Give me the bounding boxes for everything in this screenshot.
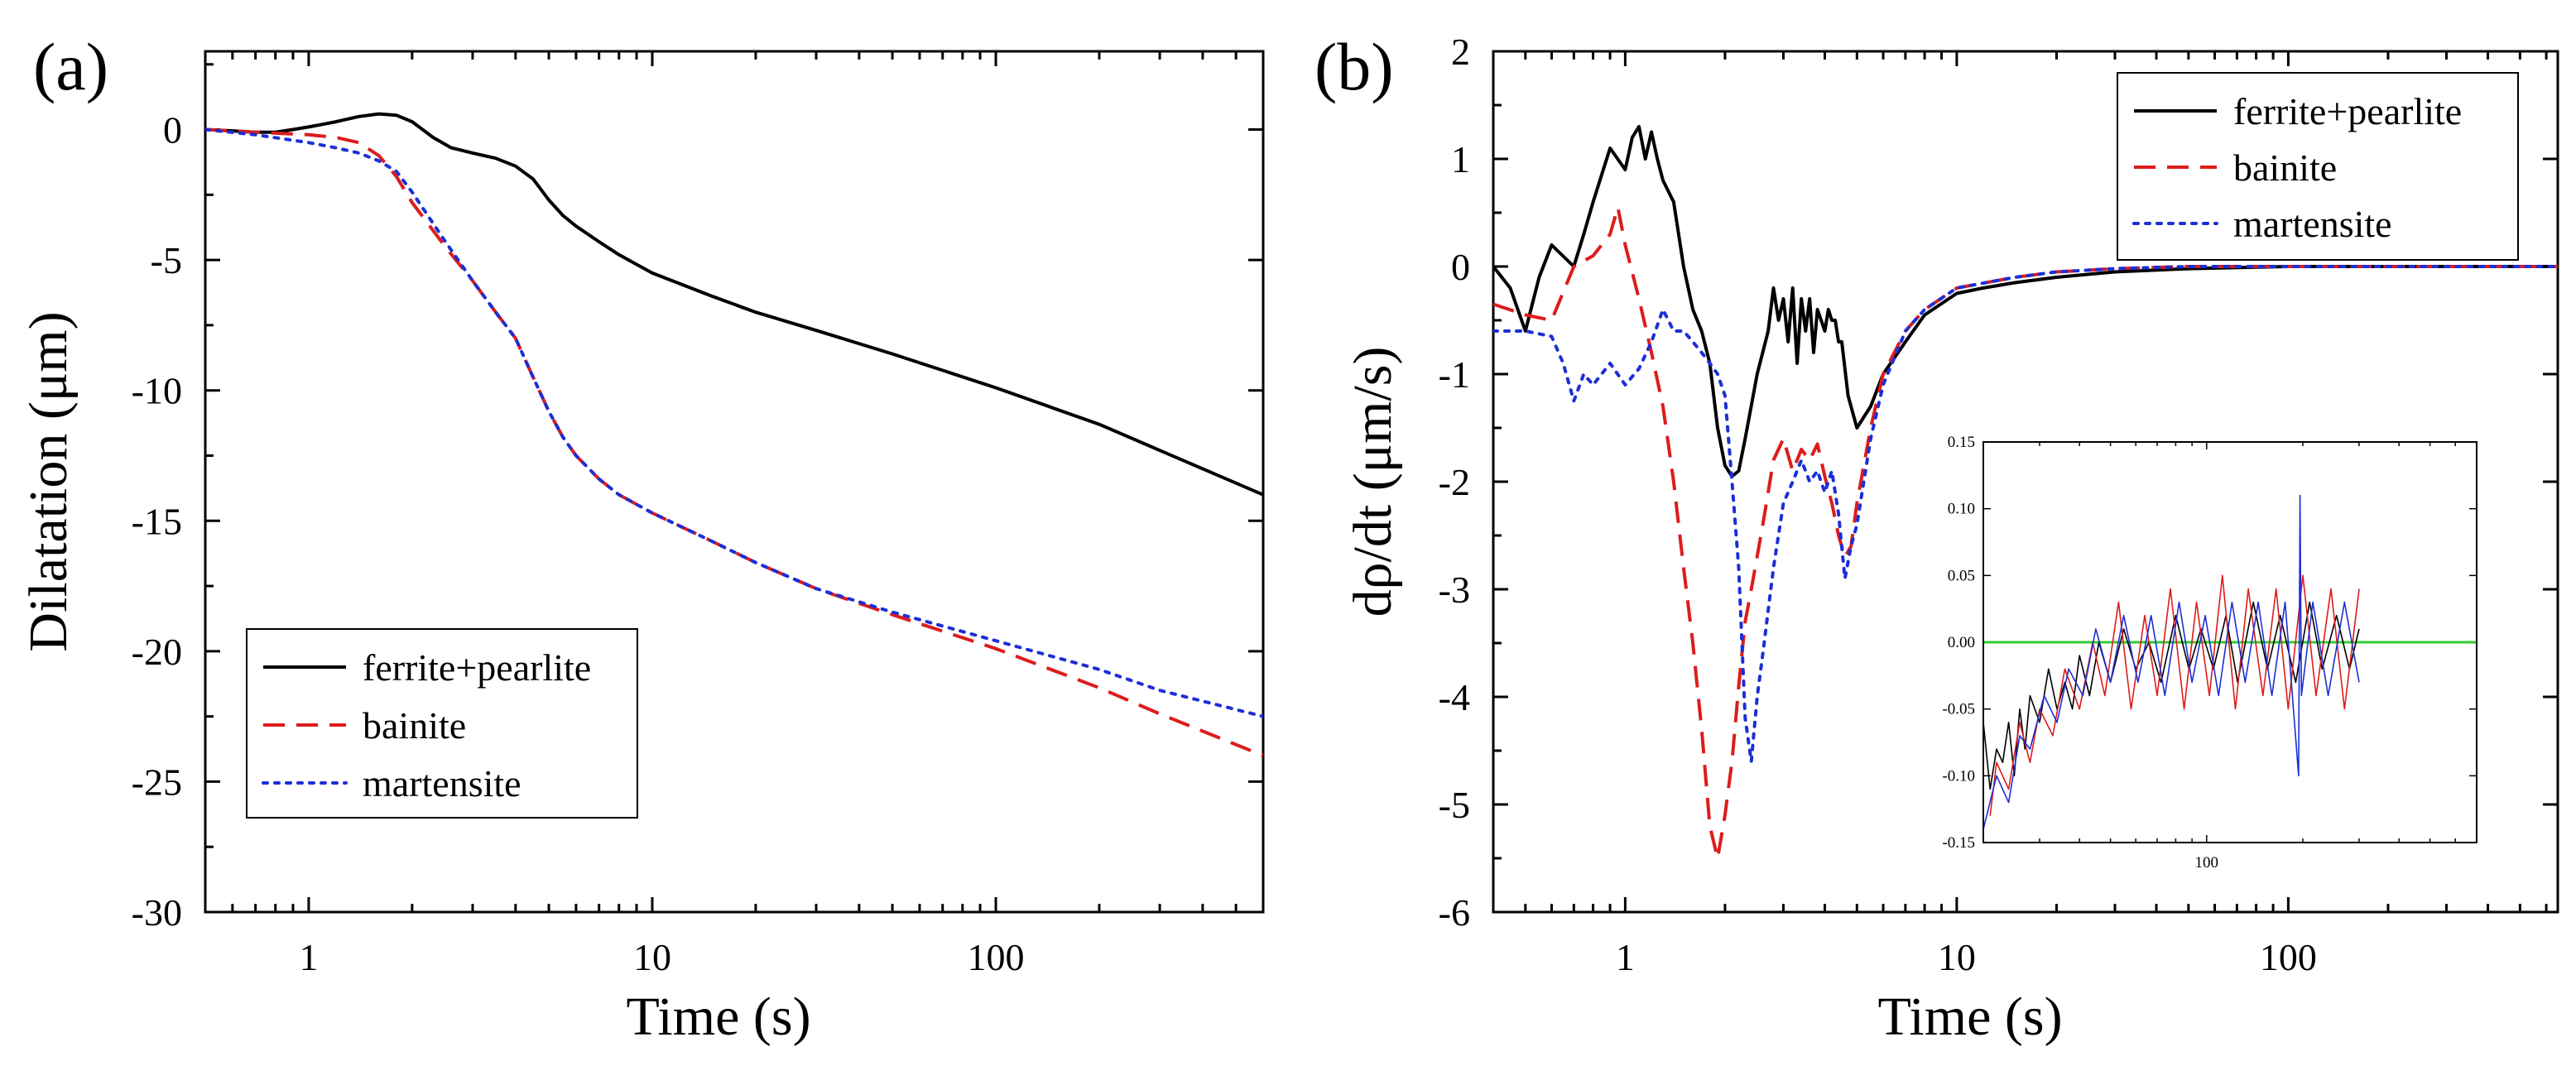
panel-a-dilatation-chart: (a) 1 10 100 0 -5 -10 -15 -20 -25 -30 Time (s) Di…	[18, 29, 1265, 1047]
inset-series-martensite	[1983, 494, 2360, 830]
inset-y-tick-label: -0.15	[1942, 834, 1975, 852]
panel-b-label: (b)	[1314, 29, 1394, 104]
panel-b-y-tick-label: 1	[1451, 138, 1470, 180]
panel-a-label: (a)	[33, 29, 108, 104]
panel-b-series	[1493, 125, 2558, 860]
panel-a-x-tick-label: 1	[299, 936, 318, 978]
panel-a-y-tick-label: -10	[132, 370, 182, 412]
panel-b-y-tick-label: -5	[1439, 784, 1470, 826]
panel-a-y-tick-label: -25	[132, 761, 182, 803]
inset-y-tick-label: 0.10	[1948, 501, 1975, 518]
panel-a-series	[205, 112, 1263, 757]
panel-b-y-tick-label: 0	[1451, 246, 1470, 288]
panel-b-x-tick-label: 100	[2260, 936, 2317, 978]
panel-a-y-tick-label: -15	[132, 500, 182, 542]
panel-b-y-tick-label: -6	[1439, 891, 1470, 934]
panel-a-legend-label-martensite: martensite	[363, 762, 521, 804]
panel-a-y-axis-title: Dilatation (μm)	[18, 311, 79, 651]
panel-a-x-tick-label: 10	[633, 936, 671, 978]
panel-a-series-bainite	[205, 127, 1263, 757]
panel-b-inset-chart: 100 0.15 0.10 0.05 0.00 -0.05 -0.10 -0.15	[1942, 434, 2477, 872]
panel-b-x-axis-title: Time (s)	[1877, 987, 2062, 1047]
panel-b-legend-label-bainite: bainite	[2233, 146, 2337, 189]
inset-y-tick-label: 0.00	[1948, 634, 1975, 651]
panel-b-y-tick-label: -3	[1439, 569, 1470, 611]
panel-b-legend: ferrite+pearlite bainite martensite	[2117, 72, 2519, 261]
inset-y-tick-label: -0.10	[1942, 767, 1975, 785]
panel-a-y-tick-label: 0	[163, 109, 182, 151]
inset-y-tick-label: -0.05	[1942, 701, 1975, 718]
panel-b-legend-label-ferrite-pearlite: ferrite+pearlite	[2233, 90, 2462, 132]
panel-b-y-tick-label: -4	[1439, 676, 1470, 718]
panel-a-legend-label-bainite: bainite	[363, 704, 466, 747]
panel-a-axes: 1 10 100 0 -5 -10 -15 -20 -25 -30	[132, 51, 1265, 978]
inset-series	[1983, 494, 2477, 830]
inset-frame	[1982, 441, 2477, 843]
panel-a-y-tick-label: -20	[132, 631, 182, 673]
panel-a-y-tick-label: -30	[132, 891, 182, 934]
panel-a-legend-label-ferrite-pearlite: ferrite+pearlite	[363, 646, 591, 689]
panel-b-y-tick-label: 2	[1451, 31, 1470, 73]
panel-b-y-axis-title: dρ/dt (μm/s)	[1343, 347, 1403, 617]
panel-a-series-ferrite-pearlite	[205, 112, 1263, 497]
panel-b-y-tick-label: -2	[1439, 461, 1470, 503]
panel-a-legend: ferrite+pearlite bainite martensite	[246, 628, 638, 819]
panel-b-series-ferrite-pearlite	[1493, 125, 2558, 478]
panel-b-series-martensite	[1493, 265, 2558, 763]
panel-a-series-martensite	[205, 127, 1263, 718]
panel-b-legend-label-martensite: martensite	[2233, 203, 2392, 245]
inset-y-tick-label: 0.15	[1948, 434, 1975, 451]
inset-x-tick-label: 100	[2195, 854, 2219, 872]
panel-a-x-tick-label: 100	[968, 936, 1025, 978]
panel-a-x-axis-title: Time (s)	[626, 987, 810, 1047]
panel-a-y-tick-label: -5	[151, 239, 182, 281]
panel-b-series-bainite	[1493, 205, 2558, 860]
panel-a-plot-frame	[204, 50, 1265, 914]
panel-b-x-tick-label: 10	[1938, 936, 1976, 978]
inset-series-ferrite-pearlite	[1983, 601, 2360, 790]
panel-b-x-tick-label: 1	[1616, 936, 1635, 978]
panel-b-y-tick-label: -1	[1439, 353, 1470, 396]
inset-y-tick-label: 0.05	[1948, 567, 1975, 584]
